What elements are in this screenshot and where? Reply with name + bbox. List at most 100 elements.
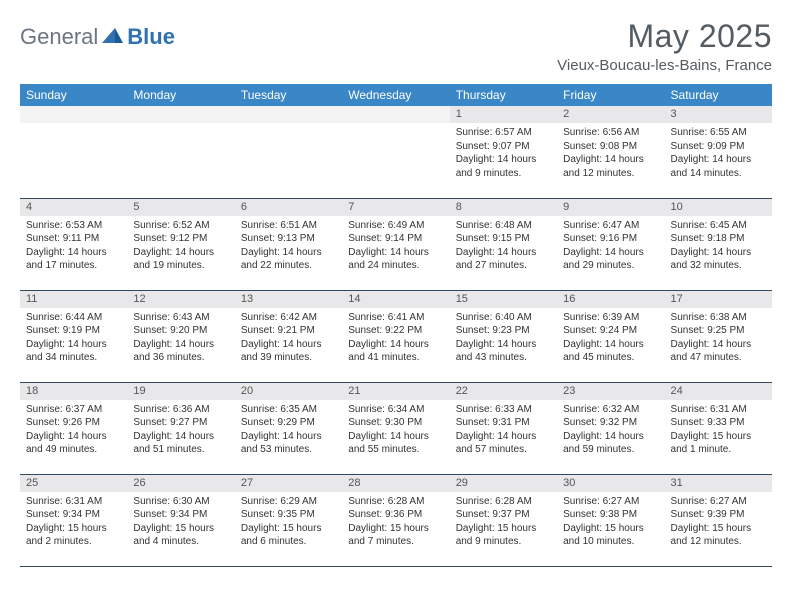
calendar-page: General Blue May 2025 Vieux-Boucau-les-B… (0, 0, 792, 612)
daylight-label: Daylight: (563, 523, 602, 534)
sunrise-value: 6:35 AM (280, 404, 317, 415)
daylight-line: Daylight: 14 hours and 55 minutes. (348, 430, 443, 457)
day-number: 23 (557, 383, 664, 400)
sunset-label: Sunset: (241, 509, 275, 520)
day-details: Sunrise: 6:52 AMSunset: 9:12 PMDaylight:… (127, 216, 234, 275)
weekday-header: Thursday (450, 84, 557, 106)
daylight-label: Daylight: (241, 523, 280, 534)
sunset-label: Sunset: (563, 509, 597, 520)
sunset-value: 9:11 PM (63, 233, 100, 244)
day-details: Sunrise: 6:43 AMSunset: 9:20 PMDaylight:… (127, 308, 234, 367)
daylight-label: Daylight: (348, 431, 387, 442)
calendar-cell: 5Sunrise: 6:52 AMSunset: 9:12 PMDaylight… (127, 198, 234, 290)
sunset-value: 9:13 PM (278, 233, 315, 244)
daylight-label: Daylight: (133, 339, 172, 350)
sunrise-value: 6:30 AM (173, 496, 210, 507)
sunset-label: Sunset: (133, 325, 167, 336)
day-number: 7 (342, 199, 449, 216)
day-number: 26 (127, 475, 234, 492)
sunrise-label: Sunrise: (456, 404, 493, 415)
daylight-line: Daylight: 14 hours and 59 minutes. (563, 430, 658, 457)
daylight-line: Daylight: 14 hours and 32 minutes. (671, 246, 766, 273)
sunrise-line: Sunrise: 6:39 AM (563, 311, 658, 325)
day-number: 12 (127, 291, 234, 308)
sunset-value: 9:37 PM (492, 509, 529, 520)
sunrise-value: 6:28 AM (495, 496, 532, 507)
sunrise-line: Sunrise: 6:41 AM (348, 311, 443, 325)
sunrise-label: Sunrise: (671, 496, 708, 507)
calendar-cell: 2Sunrise: 6:56 AMSunset: 9:08 PMDaylight… (557, 106, 664, 198)
sunrise-value: 6:49 AM (388, 220, 425, 231)
day-number: 10 (665, 199, 772, 216)
day-details: Sunrise: 6:49 AMSunset: 9:14 PMDaylight:… (342, 216, 449, 275)
day-details: Sunrise: 6:38 AMSunset: 9:25 PMDaylight:… (665, 308, 772, 367)
daylight-line: Daylight: 15 hours and 9 minutes. (456, 522, 551, 549)
calendar-cell: 12Sunrise: 6:43 AMSunset: 9:20 PMDayligh… (127, 290, 234, 382)
empty-day-bar (20, 106, 127, 123)
day-details: Sunrise: 6:33 AMSunset: 9:31 PMDaylight:… (450, 400, 557, 459)
sunrise-label: Sunrise: (456, 496, 493, 507)
calendar-cell: 24Sunrise: 6:31 AMSunset: 9:33 PMDayligh… (665, 382, 772, 474)
empty-day-bar (342, 106, 449, 123)
calendar-header-row: SundayMondayTuesdayWednesdayThursdayFrid… (20, 84, 772, 106)
sunset-value: 9:29 PM (278, 417, 315, 428)
sunrise-value: 6:55 AM (710, 127, 747, 138)
sunset-value: 9:27 PM (170, 417, 207, 428)
sunrise-label: Sunrise: (671, 220, 708, 231)
sunrise-value: 6:45 AM (710, 220, 747, 231)
calendar-cell: 20Sunrise: 6:35 AMSunset: 9:29 PMDayligh… (235, 382, 342, 474)
sunrise-line: Sunrise: 6:34 AM (348, 403, 443, 417)
daylight-line: Daylight: 15 hours and 7 minutes. (348, 522, 443, 549)
sunrise-value: 6:41 AM (388, 312, 425, 323)
sunset-line: Sunset: 9:20 PM (133, 324, 228, 338)
sunset-label: Sunset: (456, 417, 490, 428)
sunset-value: 9:34 PM (170, 509, 207, 520)
empty-day-bar (235, 106, 342, 123)
day-details: Sunrise: 6:37 AMSunset: 9:26 PMDaylight:… (20, 400, 127, 459)
sunset-value: 9:34 PM (63, 509, 100, 520)
calendar-cell: 10 Sunrise: 6:45 AMSunset: 9:18 PMDayligh… (665, 198, 772, 290)
daylight-label: Daylight: (241, 431, 280, 442)
sunrise-label: Sunrise: (456, 312, 493, 323)
sunrise-label: Sunrise: (133, 496, 170, 507)
sunset-line: Sunset: 9:18 PM (671, 232, 766, 246)
day-number: 4 (20, 199, 127, 216)
sunrise-value: 6:51 AM (280, 220, 317, 231)
calendar-cell: 22Sunrise: 6:33 AMSunset: 9:31 PMDayligh… (450, 382, 557, 474)
day-number: 19 (127, 383, 234, 400)
sunrise-label: Sunrise: (26, 220, 63, 231)
sunrise-label: Sunrise: (26, 404, 63, 415)
daylight-label: Daylight: (456, 247, 495, 258)
day-number: 18 (20, 383, 127, 400)
sunset-label: Sunset: (241, 325, 275, 336)
page-header: General Blue May 2025 Vieux-Boucau-les-B… (20, 18, 772, 74)
daylight-label: Daylight: (456, 523, 495, 534)
daylight-label: Daylight: (26, 247, 65, 258)
sunset-label: Sunset: (671, 233, 705, 244)
sunrise-label: Sunrise: (563, 220, 600, 231)
daylight-line: Daylight: 14 hours and 12 minutes. (563, 153, 658, 180)
sunrise-value: 6:27 AM (710, 496, 747, 507)
daylight-label: Daylight: (671, 431, 710, 442)
calendar-table: SundayMondayTuesdayWednesdayThursdayFrid… (20, 84, 772, 567)
day-number: 6 (235, 199, 342, 216)
calendar-cell: 8Sunrise: 6:48 AMSunset: 9:15 PMDaylight… (450, 198, 557, 290)
calendar-week-row: 18Sunrise: 6:37 AMSunset: 9:26 PMDayligh… (20, 382, 772, 474)
daylight-label: Daylight: (671, 339, 710, 350)
day-details: Sunrise: 6:34 AMSunset: 9:30 PMDaylight:… (342, 400, 449, 459)
sunrise-label: Sunrise: (26, 496, 63, 507)
calendar-cell: 19Sunrise: 6:36 AMSunset: 9:27 PMDayligh… (127, 382, 234, 474)
day-number: 11 (20, 291, 127, 308)
day-number: 25 (20, 475, 127, 492)
sunset-value: 9:31 PM (492, 417, 529, 428)
day-number: 21 (342, 383, 449, 400)
sunrise-label: Sunrise: (241, 404, 278, 415)
day-details: Sunrise: 6:28 AMSunset: 9:37 PMDaylight:… (450, 492, 557, 551)
calendar-cell: 18Sunrise: 6:37 AMSunset: 9:26 PMDayligh… (20, 382, 127, 474)
sunrise-label: Sunrise: (671, 127, 708, 138)
sunrise-line: Sunrise: 6:44 AM (26, 311, 121, 325)
sunset-label: Sunset: (563, 325, 597, 336)
day-details: Sunrise: 6:47 AMSunset: 9:16 PMDaylight:… (557, 216, 664, 275)
sunrise-label: Sunrise: (671, 404, 708, 415)
sunrise-value: 6:56 AM (603, 127, 640, 138)
